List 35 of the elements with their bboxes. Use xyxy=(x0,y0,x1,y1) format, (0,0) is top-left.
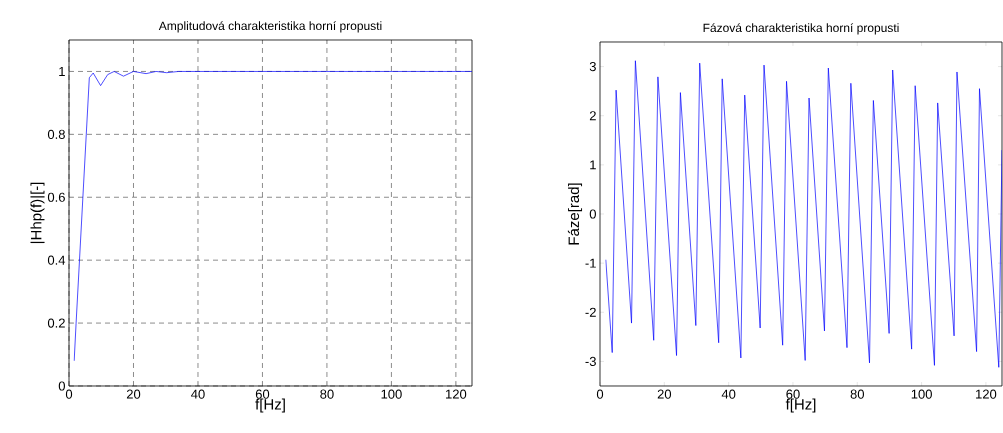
x-axis-title: f[Hz] xyxy=(785,398,816,413)
y-tick-label: -2 xyxy=(585,307,596,317)
chart-title: Fázová charakteristika horní propusti xyxy=(703,23,899,35)
line-series xyxy=(73,71,473,362)
x-tick-label: 0 xyxy=(596,389,604,399)
x-axis-title: f[Hz] xyxy=(255,398,285,413)
x-tick-label: 100 xyxy=(381,389,402,399)
y-tick-label: 0.8 xyxy=(47,129,65,139)
x-tick-label: 40 xyxy=(721,389,736,399)
y-tick-label: 0 xyxy=(589,209,596,219)
y-axis-title: Fáze[rad] xyxy=(567,183,583,245)
y-tick-label: 2 xyxy=(589,111,596,121)
line-series xyxy=(605,60,1002,368)
x-tick-label: 120 xyxy=(446,389,467,399)
x-tick-label: 60 xyxy=(786,389,800,399)
y-axis-title: |Hhp(f)|[-] xyxy=(30,182,45,244)
x-tick-label: 40 xyxy=(191,389,205,399)
x-tick-label: 80 xyxy=(850,389,865,399)
x-tick-label: 20 xyxy=(657,389,672,399)
y-tick-label: 0 xyxy=(58,381,65,391)
y-tick-label: 0.4 xyxy=(47,255,66,265)
x-tick-label: 120 xyxy=(976,389,997,399)
y-tick-label: 0.6 xyxy=(47,192,65,202)
y-tick-label: 3 xyxy=(589,61,596,72)
x-tick-label: 60 xyxy=(255,389,270,399)
x-tick-label: 100 xyxy=(911,389,932,399)
y-tick-label: 1 xyxy=(590,160,596,170)
chart-title: Amplitudová charakteristika horní propusti xyxy=(158,21,382,33)
y-tick-label: -1 xyxy=(585,258,596,268)
y-tick-label: -3 xyxy=(585,356,596,367)
x-tick-label: 0 xyxy=(65,389,73,399)
y-tick-label: 0.2 xyxy=(47,318,65,328)
y-tick-label: 1 xyxy=(59,66,65,76)
x-tick-label: 20 xyxy=(126,389,141,399)
x-tick-label: 80 xyxy=(320,389,334,399)
